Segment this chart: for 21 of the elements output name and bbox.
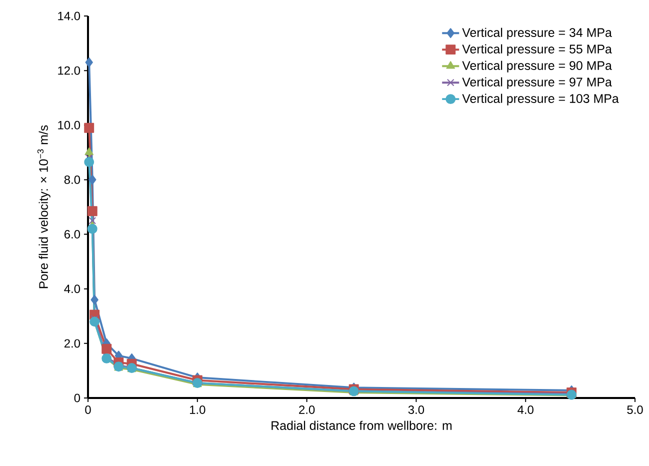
y-tick-label: 6.0 (64, 230, 80, 239)
x-tick-label: 3.0 (408, 406, 424, 414)
y-tick-label: 12.0 (58, 66, 80, 75)
legend-label: Vertical pressure = 103 MPa (462, 94, 619, 106)
x-tick-label: 5.0 (627, 406, 643, 414)
y-tick-label: 14.0 (58, 12, 80, 20)
x-tick-label: 0 (85, 406, 91, 414)
y-tick-label: 10.0 (58, 120, 80, 130)
x-axis-title: Radial distance from wellbore: m (272, 420, 452, 430)
legend-label: Vertical pressure = 55 MPa (462, 44, 612, 56)
y-axis-title: Pore fluid velocity: × 10$^{−3}$ m/s (37, 125, 50, 288)
x-tick-label: 1.0 (190, 406, 206, 414)
legend-label: Vertical pressure = 34 MPa (462, 28, 612, 40)
y-tick-label: 4.0 (64, 284, 80, 294)
y-tick-label: 8.0 (64, 175, 80, 184)
y-tick-label: 0 (74, 394, 80, 402)
legend-label: Vertical pressure = 97 MPa (462, 77, 612, 89)
x-tick-label: 4.0 (518, 406, 534, 414)
x-tick-label: 2.0 (299, 406, 315, 414)
y-tick-label: 2.0 (64, 339, 80, 348)
legend-label: Vertical pressure = 90 MPa (462, 60, 612, 72)
